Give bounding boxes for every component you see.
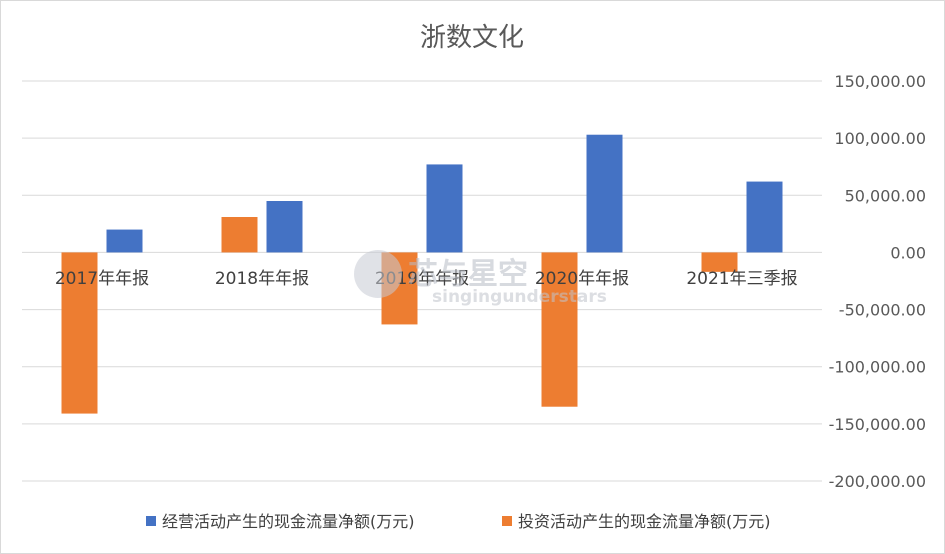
bar-operating-3 [586, 134, 623, 253]
y-tick-label: -150,000.00 [829, 415, 926, 434]
legend-swatch-investing [502, 516, 512, 526]
y-tick-label: 50,000.00 [845, 186, 926, 205]
watermark-text: 芯与星空 [408, 257, 528, 292]
x-tick-label: 2020年年报 [535, 269, 629, 289]
bar-investing-3 [541, 252, 578, 407]
legend: 经营活动产生的现金流量净额(万元) 投资活动产生的现金流量净额(万元) [146, 512, 771, 531]
bars [61, 134, 783, 414]
bar-operating-1 [266, 201, 303, 253]
y-tick-label: -200,000.00 [829, 472, 926, 491]
y-tick-label: 100,000.00 [834, 129, 926, 148]
bar-operating-2 [426, 164, 463, 253]
legend-label-investing: 投资活动产生的现金流量净额(万元) [518, 512, 771, 531]
bar-investing-4 [701, 252, 738, 272]
legend-label-operating: 经营活动产生的现金流量净额(万元) [162, 512, 415, 531]
x-tick-label: 2017年年报 [55, 269, 149, 289]
legend-swatch-operating [146, 516, 156, 526]
y-axis: 150,000.00 100,000.00 50,000.00 0.00 -50,000… [829, 72, 926, 491]
x-tick-label: 2021年三季报 [686, 269, 797, 289]
y-tick-label: -100,000.00 [829, 358, 926, 377]
watermark: 芯与星空 singingunderstars [354, 250, 607, 307]
x-axis: 2017年年报 2018年年报 2019年年报 2020年年报 2021年三季报 [55, 269, 798, 289]
bar-operating-0 [106, 229, 143, 253]
y-tick-label: -50,000.00 [839, 301, 926, 320]
x-tick-label: 2018年年报 [215, 269, 309, 289]
grid [22, 80, 822, 482]
chart-title: 浙数文化 [420, 23, 524, 53]
watermark-subtext: singingunderstars [432, 287, 607, 307]
watermark-logo [354, 250, 402, 298]
bar-operating-4 [746, 181, 783, 253]
bar-investing-1 [221, 217, 258, 253]
y-tick-label: 0.00 [890, 243, 926, 262]
y-tick-label: 150,000.00 [834, 72, 926, 91]
bar-investing-0 [61, 252, 98, 414]
